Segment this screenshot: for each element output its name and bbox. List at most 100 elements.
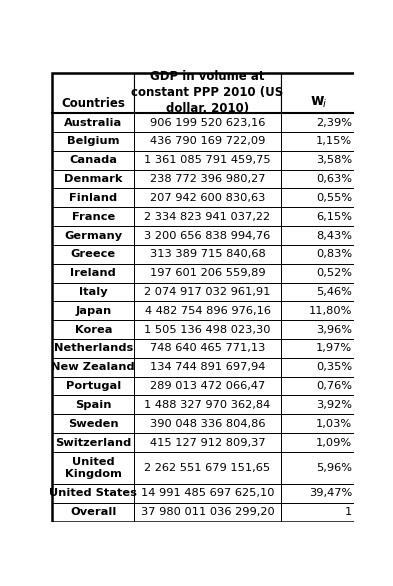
Text: 2,39%: 2,39% — [316, 118, 352, 128]
Text: 3 200 656 838 994,76: 3 200 656 838 994,76 — [144, 230, 271, 240]
Bar — [134, 396, 281, 414]
Bar — [134, 339, 281, 358]
Bar — [52, 377, 134, 396]
Bar — [134, 264, 281, 282]
Text: Greece: Greece — [71, 249, 116, 260]
Text: 207 942 600 830,63: 207 942 600 830,63 — [150, 193, 265, 203]
Text: Portugal: Portugal — [66, 381, 121, 391]
Bar — [52, 132, 134, 151]
Bar — [281, 226, 357, 245]
Text: 313 389 715 840,68: 313 389 715 840,68 — [150, 249, 265, 260]
Bar — [281, 358, 357, 377]
Bar — [134, 226, 281, 245]
Bar — [134, 282, 281, 301]
Bar — [52, 207, 134, 226]
Bar — [281, 301, 357, 320]
Bar — [281, 282, 357, 301]
Bar — [281, 433, 357, 452]
Bar — [134, 113, 281, 132]
Text: 2 334 823 941 037,22: 2 334 823 941 037,22 — [145, 212, 270, 222]
Text: United States: United States — [50, 488, 137, 498]
Text: Netherlands: Netherlands — [54, 343, 133, 353]
Text: 1 505 136 498 023,30: 1 505 136 498 023,30 — [144, 325, 271, 335]
Bar — [52, 282, 134, 301]
Bar — [281, 73, 357, 113]
Bar — [52, 433, 134, 452]
Text: 1 488 327 970 362,84: 1 488 327 970 362,84 — [144, 400, 271, 410]
Text: 37 980 011 036 299,20: 37 980 011 036 299,20 — [141, 507, 274, 517]
Text: 3,58%: 3,58% — [316, 155, 352, 165]
Bar — [134, 452, 281, 484]
Text: Japan: Japan — [75, 306, 111, 316]
Bar — [52, 414, 134, 433]
Text: Countries: Countries — [61, 97, 125, 110]
Bar — [52, 264, 134, 282]
Text: 11,80%: 11,80% — [309, 306, 352, 316]
Text: 1,03%: 1,03% — [316, 418, 352, 429]
Bar — [281, 503, 357, 522]
Bar — [52, 484, 134, 503]
Bar — [281, 189, 357, 207]
Bar — [281, 396, 357, 414]
Bar — [281, 414, 357, 433]
Text: 0,35%: 0,35% — [316, 362, 352, 372]
Text: Belgium: Belgium — [67, 137, 119, 146]
Text: 4 482 754 896 976,16: 4 482 754 896 976,16 — [145, 306, 270, 316]
Bar — [134, 503, 281, 522]
Bar — [134, 189, 281, 207]
Text: 0,52%: 0,52% — [316, 268, 352, 278]
Bar — [281, 264, 357, 282]
Bar — [52, 73, 134, 113]
Text: 3,92%: 3,92% — [316, 400, 352, 410]
Text: 0,83%: 0,83% — [316, 249, 352, 260]
Text: 289 013 472 066,47: 289 013 472 066,47 — [150, 381, 265, 391]
Text: Denmark: Denmark — [64, 174, 123, 184]
Text: Switzerland: Switzerland — [55, 438, 131, 448]
Text: 5,96%: 5,96% — [316, 463, 352, 473]
Text: 3,96%: 3,96% — [316, 325, 352, 335]
Text: 6,15%: 6,15% — [316, 212, 352, 222]
Bar — [52, 169, 134, 189]
Bar — [281, 452, 357, 484]
Bar — [134, 169, 281, 189]
Text: Ireland: Ireland — [70, 268, 116, 278]
Text: United
Kingdom: United Kingdom — [65, 457, 122, 479]
Text: 5,46%: 5,46% — [316, 287, 352, 297]
Text: Sweden: Sweden — [68, 418, 119, 429]
Bar — [281, 339, 357, 358]
Bar — [134, 73, 281, 113]
Bar — [52, 339, 134, 358]
Bar — [281, 320, 357, 339]
Text: 2 074 917 032 961,91: 2 074 917 032 961,91 — [144, 287, 271, 297]
Bar — [134, 301, 281, 320]
Text: 415 127 912 809,37: 415 127 912 809,37 — [150, 438, 265, 448]
Text: Australia: Australia — [64, 118, 122, 128]
Bar — [134, 132, 281, 151]
Text: Spain: Spain — [75, 400, 112, 410]
Bar — [281, 169, 357, 189]
Text: Korea: Korea — [75, 325, 112, 335]
Text: 906 199 520 623,16: 906 199 520 623,16 — [150, 118, 265, 128]
Text: 436 790 169 722,09: 436 790 169 722,09 — [150, 137, 265, 146]
Bar — [281, 245, 357, 264]
Text: Italy: Italy — [79, 287, 108, 297]
Text: Overall: Overall — [70, 507, 116, 517]
Text: 1,15%: 1,15% — [316, 137, 352, 146]
Bar — [52, 189, 134, 207]
Bar — [134, 377, 281, 396]
Text: GDP in volume at
constant PPP 2010 (US
dollar, 2010): GDP in volume at constant PPP 2010 (US d… — [131, 70, 284, 115]
Text: 197 601 206 559,89: 197 601 206 559,89 — [150, 268, 265, 278]
Text: 390 048 336 804,86: 390 048 336 804,86 — [150, 418, 265, 429]
Text: $\mathbf{w}_{\!\mathbf{\mathit{i}}}$: $\mathbf{w}_{\!\mathbf{\mathit{i}}}$ — [310, 94, 327, 110]
Text: Finland: Finland — [69, 193, 118, 203]
Text: Germany: Germany — [64, 230, 122, 240]
Text: 748 640 465 771,13: 748 640 465 771,13 — [150, 343, 265, 353]
Bar — [281, 151, 357, 169]
Bar — [52, 301, 134, 320]
Text: Canada: Canada — [69, 155, 117, 165]
Bar — [134, 358, 281, 377]
Bar — [52, 396, 134, 414]
Text: 0,55%: 0,55% — [316, 193, 352, 203]
Bar — [134, 320, 281, 339]
Bar — [52, 226, 134, 245]
